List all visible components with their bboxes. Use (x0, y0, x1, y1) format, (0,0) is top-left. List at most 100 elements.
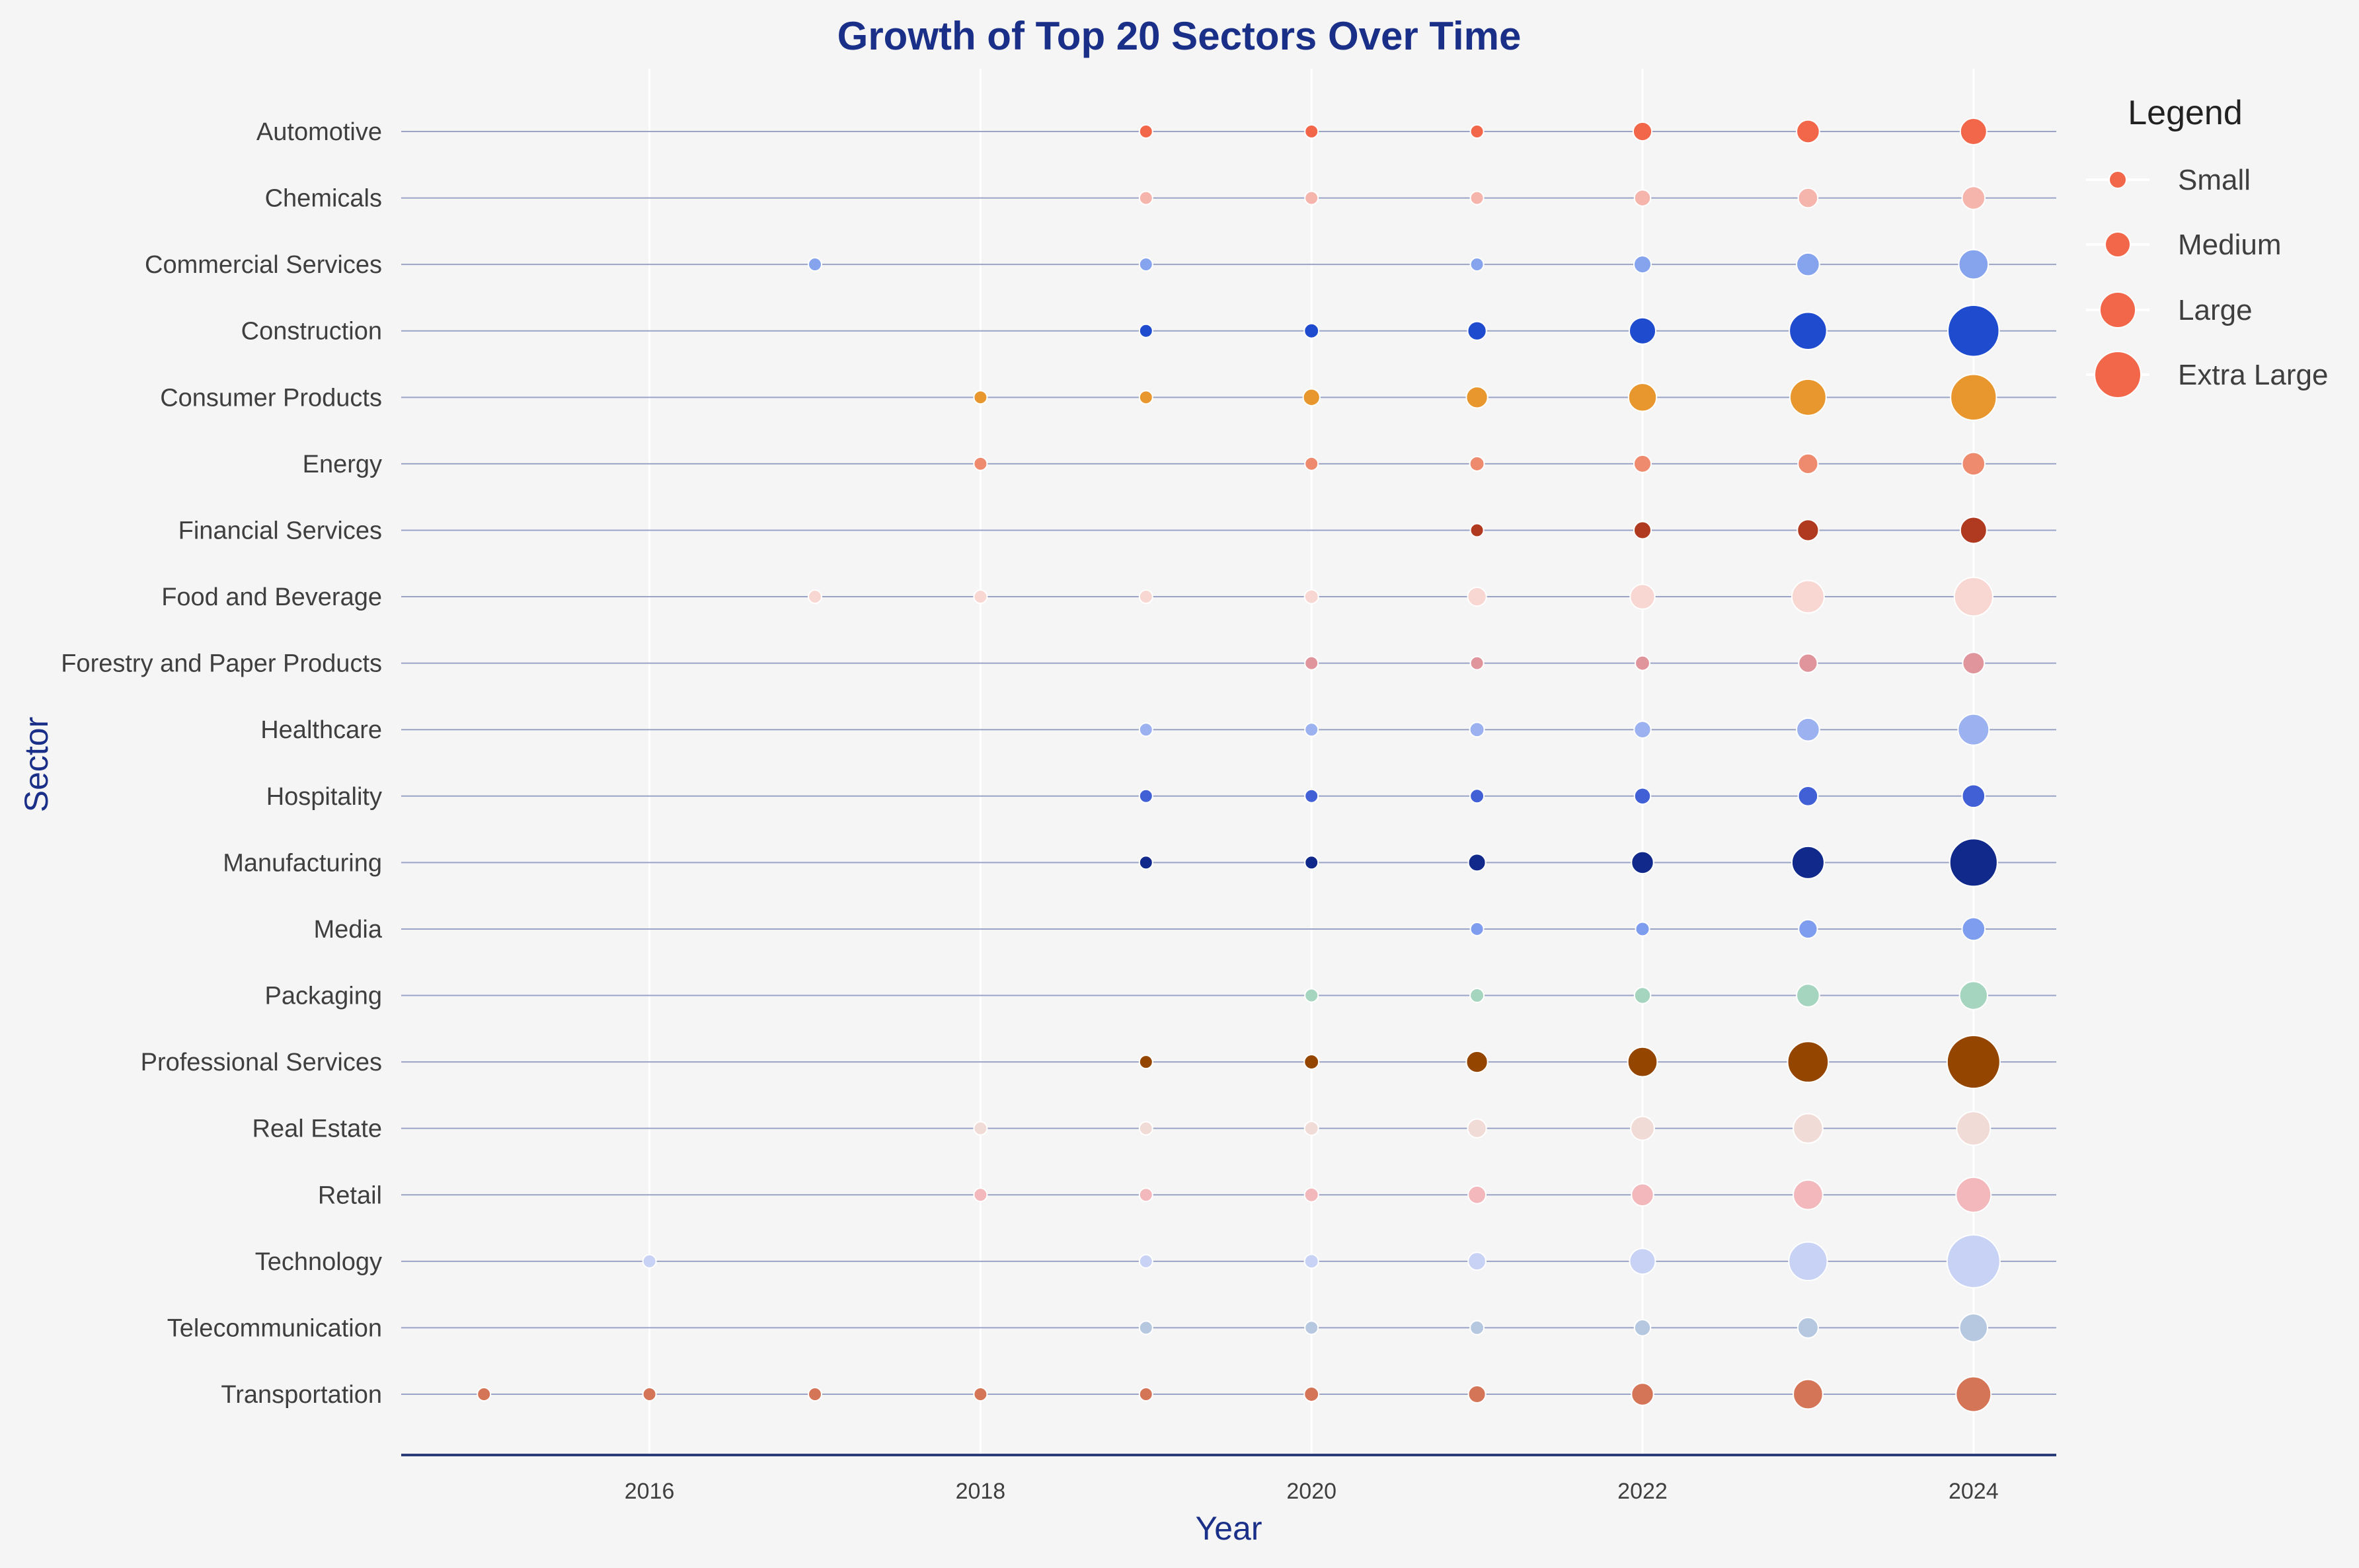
data-point (1797, 519, 1820, 542)
data-point (1303, 1054, 1320, 1070)
y-tick-label: Energy (303, 451, 382, 478)
x-tick-label: 2018 (956, 1479, 1006, 1504)
data-point (1469, 921, 1485, 936)
data-point (1787, 1041, 1830, 1083)
legend-title: Legend (2128, 94, 2243, 132)
y-tick-label: Construction (241, 318, 382, 346)
data-point (642, 1253, 657, 1269)
data-point (1138, 323, 1153, 338)
chart-title: Growth of Top 20 Sectors Over Time (837, 14, 1522, 58)
data-point (1629, 583, 1656, 610)
data-point (1788, 1241, 1828, 1281)
data-point (1956, 1111, 1992, 1146)
data-point (1304, 1320, 1319, 1335)
y-tick-label: Transportation (221, 1381, 382, 1409)
data-point (1469, 788, 1485, 804)
data-point (1469, 257, 1485, 272)
data-point (1465, 1050, 1489, 1074)
y-tick-label: Manufacturing (223, 849, 382, 877)
data-point (1797, 1316, 1819, 1339)
x-axis-title: Year (1195, 1510, 1262, 1547)
data-point (973, 456, 988, 471)
data-point (1797, 453, 1819, 475)
data-point (1469, 1320, 1485, 1335)
data-point (1949, 838, 1998, 887)
data-point (1631, 1183, 1654, 1207)
data-point (1789, 311, 1828, 351)
data-point (973, 589, 988, 605)
data-point (1304, 988, 1319, 1003)
data-point (1962, 652, 1986, 675)
data-point (1629, 1248, 1656, 1275)
data-point (1629, 317, 1656, 345)
data-point (1630, 1115, 1655, 1141)
axes: 2016 2018 2020 2022 2024 Automotive Chemicals C… (61, 118, 2056, 1504)
data-point (1633, 1319, 1652, 1337)
data-point (1789, 378, 1827, 416)
data-point (1958, 248, 1990, 280)
data-point (1469, 523, 1485, 538)
data-point (1138, 1387, 1153, 1401)
data-point (1961, 451, 1986, 476)
data-point (1304, 788, 1319, 803)
data-point (1138, 589, 1153, 605)
x-tick-label: 2022 (1617, 1479, 1668, 1504)
data-point (1791, 845, 1825, 879)
y-tick-label: Forestry and Paper Products (61, 650, 382, 678)
y-tick-label: Packaging (265, 983, 382, 1010)
y-tick-label: Automotive (256, 118, 382, 146)
data-point (1633, 787, 1652, 805)
data-point (1631, 850, 1654, 875)
grid-lines (648, 69, 1975, 1455)
data-point (1946, 1035, 2001, 1090)
data-point (1138, 1055, 1153, 1070)
data-point (1793, 1113, 1824, 1144)
data-point (1467, 1185, 1487, 1205)
data-point (1138, 190, 1153, 205)
data-point (1467, 1384, 1487, 1404)
legend-marker (2105, 231, 2131, 258)
data-point (1303, 1386, 1320, 1402)
data-point (1627, 383, 1658, 412)
data-point (1303, 1121, 1319, 1137)
y-tick-label: Food and Beverage (161, 583, 382, 611)
data-point (1798, 918, 1818, 940)
legend-marker (2094, 351, 2142, 398)
data-point (1304, 456, 1319, 471)
data-point (1138, 390, 1153, 405)
data-point (1465, 386, 1489, 409)
y-tick-label: Real Estate (252, 1115, 382, 1143)
data-point (1946, 1234, 2001, 1288)
y-tick-label: Consumer Products (160, 384, 382, 412)
data-point (1633, 189, 1652, 207)
data-point (1950, 373, 1997, 421)
data-point (1633, 521, 1652, 540)
data-point (1797, 187, 1819, 209)
data-point (1793, 1378, 1824, 1410)
data-point (1957, 713, 1990, 746)
data-point (1467, 1118, 1487, 1139)
data-point (1961, 916, 1986, 942)
data-point (1138, 257, 1153, 272)
data-point (1793, 1179, 1824, 1211)
y-tick-label: Financial Services (178, 517, 382, 544)
data-point (1467, 1251, 1487, 1271)
data-point (1796, 717, 1820, 742)
data-point (1304, 124, 1319, 139)
data-point (1138, 855, 1153, 870)
data-point (1953, 576, 1993, 617)
data-point (1796, 983, 1820, 1008)
data-point (1304, 190, 1319, 205)
legend-label: Medium (2178, 229, 2282, 261)
y-tick-label: Telecommunication (167, 1314, 382, 1342)
legend-label: Small (2178, 164, 2251, 196)
data-point (1467, 586, 1487, 607)
data-point (1138, 124, 1153, 139)
data-point (477, 1387, 492, 1401)
data-point (1467, 320, 1487, 341)
data-point (1796, 252, 1820, 277)
data-point (1138, 1253, 1153, 1269)
data-point (1469, 722, 1485, 738)
data-point (1958, 981, 1989, 1010)
data-point (1303, 1187, 1319, 1203)
